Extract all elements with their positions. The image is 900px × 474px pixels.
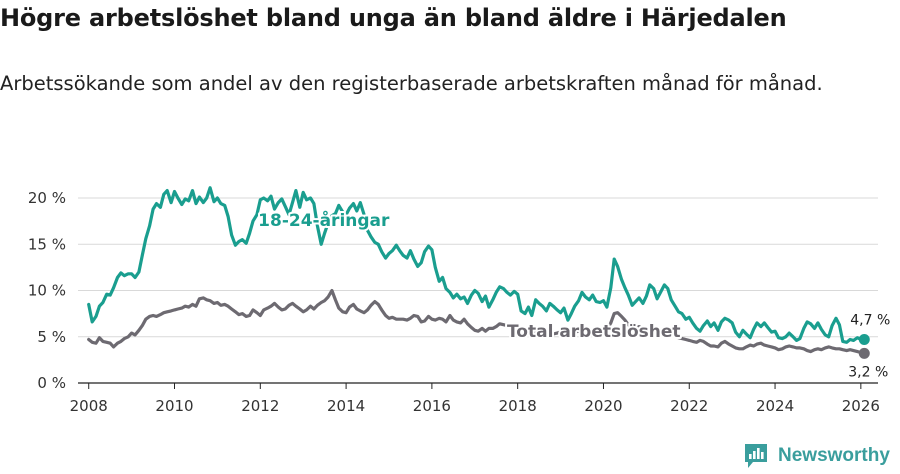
y-tick-label: 10 %	[28, 282, 66, 300]
x-tick-label: 2010	[155, 397, 193, 415]
total-series-label: Total arbetslöshet	[507, 322, 681, 342]
x-tick-label: 2022	[670, 397, 708, 415]
x-tick-label: 2008	[70, 397, 108, 415]
chart-subtitle: Arbetssökande som andel av den registerb…	[0, 72, 823, 95]
x-tick-label: 2024	[756, 397, 794, 415]
total-end-value-label: 3,2 %	[848, 364, 888, 380]
youth-series-label-halo: 18-24-åringar	[258, 209, 390, 231]
series-layer	[87, 186, 870, 359]
x-tick-label: 2014	[327, 397, 365, 415]
axes: 0 % 5 % 10 % 15 % 20 % 2008 2010 2012 2014 2016 20…	[28, 189, 880, 415]
newsworthy-logo-icon	[745, 444, 767, 468]
youth-series-label: 18-24-åringar	[258, 209, 390, 231]
y-tick-label: 0 %	[37, 374, 66, 392]
chart-title: Högre arbetslöshet bland unga än bland ä…	[0, 4, 787, 32]
x-tick-label: 2016	[413, 397, 451, 415]
total-end-value-label-halo: 3,2 %	[848, 364, 888, 380]
y-tick-label: 15 %	[28, 235, 66, 253]
brand-logo: Newsworthy	[744, 443, 890, 469]
brand-name: Newsworthy	[778, 445, 890, 466]
youth-series-line	[87, 186, 866, 344]
youth-end-value-label: 4,7 %	[850, 313, 890, 329]
y-tick-label: 5 %	[37, 328, 66, 346]
x-tick-label: 2020	[584, 397, 622, 415]
total-series-line	[87, 288, 866, 355]
y-tick-label: 20 %	[28, 189, 66, 207]
youth-end-marker	[858, 334, 870, 346]
youth-end-value-label-halo: 4,7 %	[850, 313, 890, 329]
x-tick-label: 2018	[499, 397, 537, 415]
total-series-label-halo: Total arbetslöshet	[507, 322, 681, 342]
x-tick-label: 2012	[241, 397, 279, 415]
total-end-marker	[858, 347, 870, 359]
gridlines	[78, 197, 878, 384]
x-tick-label: 2026	[842, 397, 880, 415]
